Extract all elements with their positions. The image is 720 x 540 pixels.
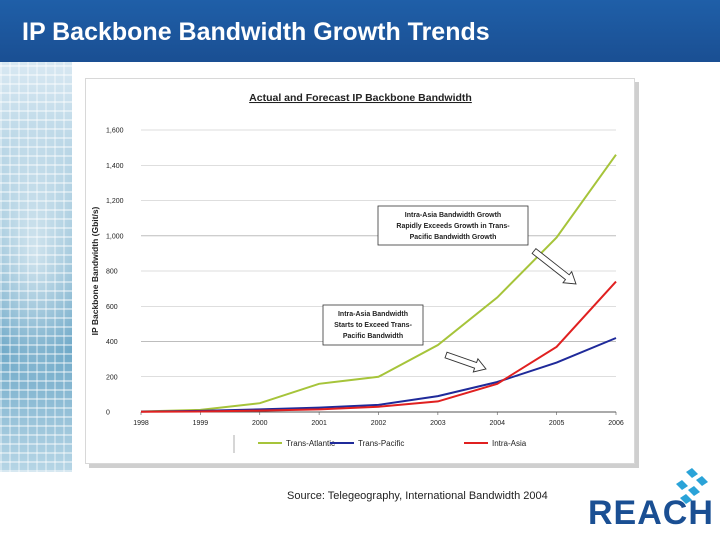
- chart-frame: Actual and Forecast IP Backbone Bandwidt…: [85, 78, 635, 464]
- x-tick-label: 1999: [193, 420, 209, 427]
- legend-label: Intra-Asia: [492, 439, 527, 448]
- y-tick-label: 1,600: [106, 128, 124, 135]
- legend-label: Trans-Pacific: [358, 439, 404, 448]
- side-glow: [0, 122, 72, 382]
- source-note: Source: Telegeography, International Ban…: [287, 490, 548, 502]
- annotation-arrow: [531, 247, 577, 285]
- annotation-box: [322, 304, 424, 346]
- y-tick-label: 200: [106, 374, 118, 381]
- y-tick-label: 1,200: [106, 198, 124, 205]
- chart-title: Actual and Forecast IP Backbone Bandwidt…: [249, 92, 472, 104]
- annotation-text: Pacific Bandwidth: [343, 333, 403, 340]
- annotation-text: Starts to Exceed Trans-: [334, 322, 412, 329]
- x-tick-label: 2001: [311, 420, 327, 427]
- logo-text: REACH: [588, 494, 714, 532]
- x-tick-label: 2004: [489, 420, 505, 427]
- legend-label: Trans-Atlantic: [286, 439, 335, 448]
- x-tick-label: 2000: [252, 420, 268, 427]
- series-line-intra-asia: [140, 280, 617, 413]
- annotation-text: Intra-Asia Bandwidth Growth: [405, 212, 501, 219]
- x-tick-label: 2003: [430, 420, 446, 427]
- slide-title: IP Backbone Bandwidth Growth Trends: [22, 18, 490, 46]
- y-tick-label: 1,000: [106, 233, 124, 240]
- y-tick-label: 600: [106, 304, 118, 311]
- series-line-trans-pacific: [140, 337, 617, 413]
- title-bar: IP Backbone Bandwidth Growth Trends: [0, 0, 720, 62]
- y-tick-label: 0: [106, 410, 110, 417]
- x-tick-label: 2002: [371, 420, 387, 427]
- x-tick-label: 2006: [608, 420, 624, 427]
- x-tick-label: 2005: [549, 420, 565, 427]
- reach-logo: REACH: [588, 466, 720, 540]
- y-axis-label: IP Backbone Bandwidth (Gbit/s): [90, 206, 100, 335]
- annotation-text: Pacific Bandwidth Growth: [410, 234, 497, 241]
- annotation-text: Intra-Asia Bandwidth: [338, 311, 408, 318]
- y-tick-label: 1,400: [106, 163, 124, 170]
- series-line-trans-atlantic: [140, 154, 617, 413]
- y-tick-label: 400: [106, 339, 118, 346]
- line-chart: Actual and Forecast IP Backbone Bandwidt…: [90, 92, 624, 453]
- y-tick-label: 800: [106, 269, 118, 276]
- annotation-text: Rapidly Exceeds Growth in Trans-: [396, 223, 510, 230]
- annotation-arrow: [444, 351, 487, 373]
- x-tick-label: 1998: [133, 420, 149, 427]
- logo-mark-icon: [676, 468, 708, 504]
- annotation-box: [377, 205, 529, 246]
- decorative-side-image: [0, 62, 72, 472]
